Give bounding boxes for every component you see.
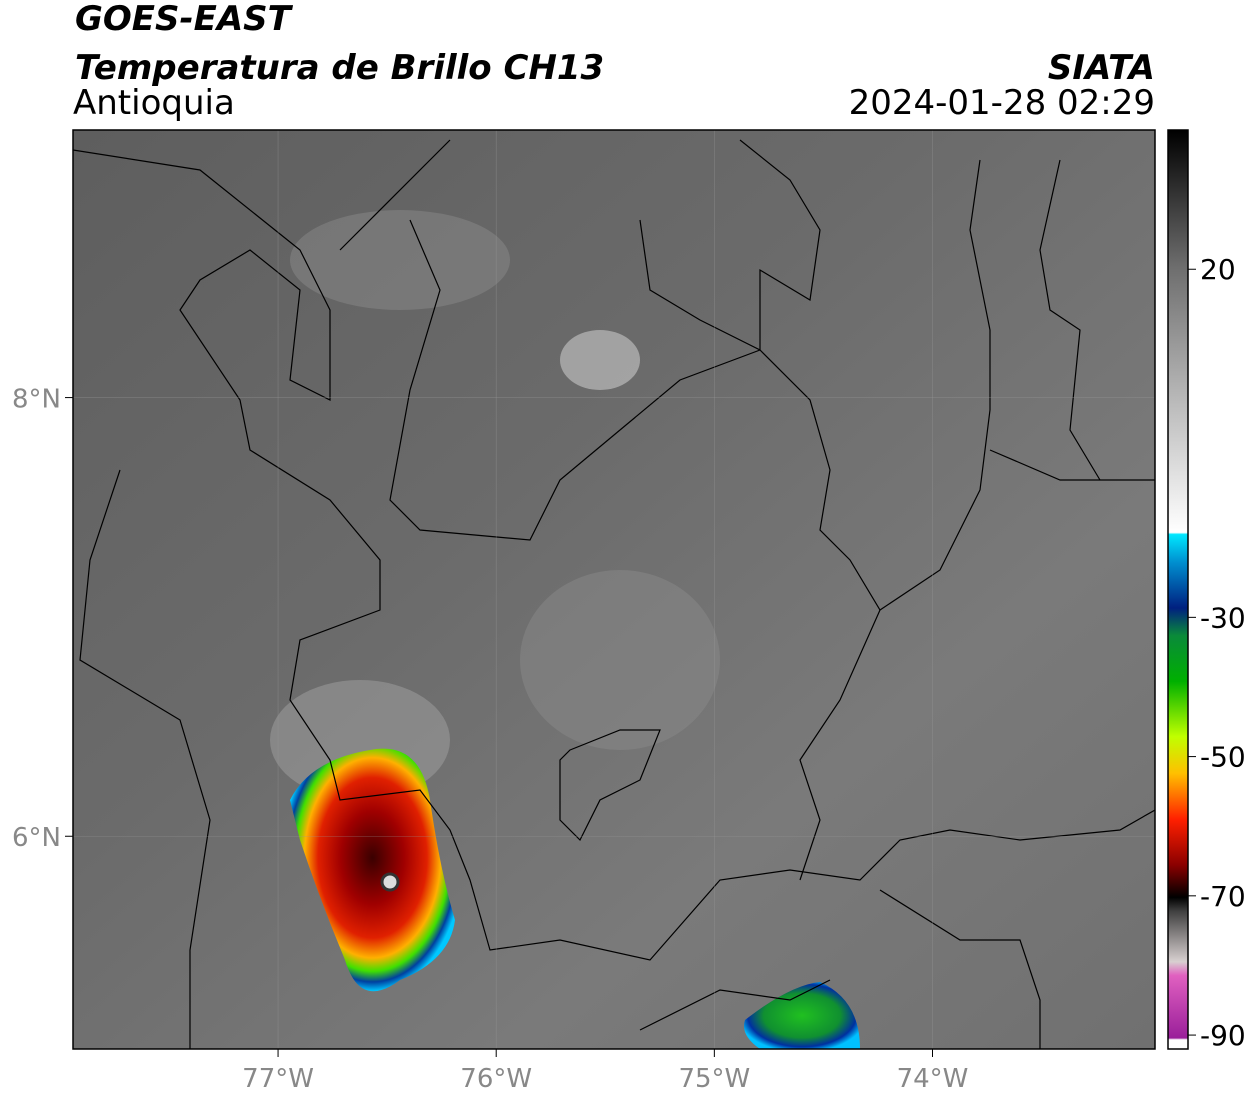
lon-label: 77°W: [242, 1064, 314, 1094]
colorbar-label: -90: [1200, 1019, 1246, 1052]
lat-label: 8°N: [12, 385, 61, 415]
colorbar: [1167, 129, 1189, 1050]
colorbar-label: 20: [1200, 253, 1236, 286]
colorbar-label: -50: [1200, 741, 1246, 774]
lon-label: 75°W: [678, 1064, 750, 1094]
satellite-image: [73, 130, 1155, 1049]
subtitle: Temperatura de Brillo CH13: [75, 48, 604, 88]
title: GOES-EAST: [75, 0, 294, 39]
lon-label: 76°W: [460, 1064, 532, 1094]
lon-label: 74°W: [897, 1064, 969, 1094]
lat-label: 6°N: [12, 823, 61, 853]
source: SIATA: [1048, 48, 1155, 88]
region: Antioquia: [73, 83, 235, 123]
colorbar-label: -70: [1200, 880, 1246, 913]
map-frame: [72, 129, 1156, 1050]
datetime: 2024-01-28 02:29: [849, 83, 1155, 123]
graticule: [73, 130, 1155, 1049]
colorbar-label: -30: [1200, 601, 1246, 634]
